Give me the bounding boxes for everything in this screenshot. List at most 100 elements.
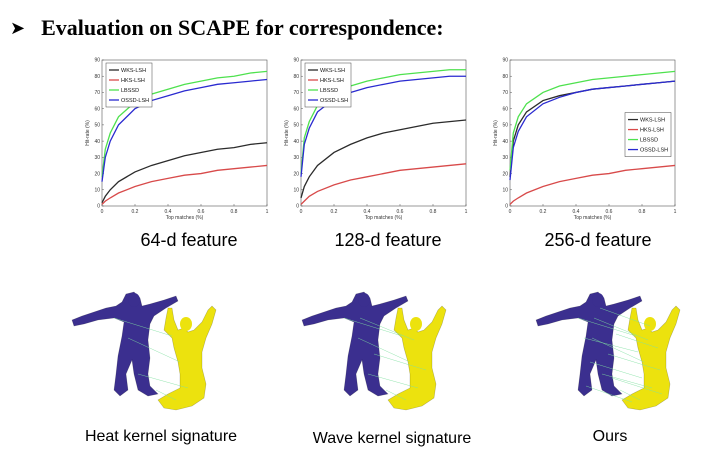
correspondence-line <box>385 389 407 401</box>
slide-title-text: Evaluation on SCAPE for correspondence: <box>41 15 444 40</box>
series-line-hks-lsh <box>509 164 676 205</box>
x-tick-label: 1 <box>266 209 269 215</box>
y-tick-label: 70 <box>293 90 299 96</box>
x-tick-label: 0.8 <box>231 209 238 215</box>
y-tick-label: 80 <box>502 74 508 80</box>
correspondence-line <box>113 317 173 337</box>
legend-label-lbssd: LBSSD <box>640 138 658 144</box>
x-tick-label: 0.4 <box>364 209 371 215</box>
correspondence-line <box>589 361 643 379</box>
chart-128d: 0 10 20 30 40 50 60 70 80 90 0 0.2 0.4 0.6 0.8 1 Top mat… <box>284 58 468 221</box>
y-tick-label: 80 <box>293 74 299 80</box>
x-tick-label: 0.6 <box>198 209 205 215</box>
correspondence-figure-heat-kernel <box>71 291 217 411</box>
legend-label-hks-lsh: HKS-LSH <box>121 78 145 84</box>
chart-caption-256d: 256-d feature <box>544 230 652 250</box>
y-tick-label: 50 <box>502 123 508 129</box>
correspondence-line <box>583 337 639 353</box>
legend-label-hks-lsh: HKS-LSH <box>320 78 344 84</box>
series-line-hks-lsh <box>101 164 268 205</box>
y-tick-label: 40 <box>502 139 508 145</box>
y-tick-label: 80 <box>94 74 100 80</box>
correspondence-line <box>593 317 649 341</box>
correspondence-line <box>155 389 177 401</box>
y-tick-label: 50 <box>293 123 299 129</box>
method-label-wave-kernel: Wave kernel signature <box>312 430 472 447</box>
correspondence-line <box>343 317 403 337</box>
legend-label-ossd-lsh: OSSD-LSH <box>640 148 668 154</box>
y-tick-label: 10 <box>94 187 100 193</box>
legend-label-wks-lsh: WKS-LSH <box>640 118 665 124</box>
y-tick-label: 40 <box>94 139 100 145</box>
source-model-head <box>592 293 604 307</box>
correspondence-line <box>599 307 651 327</box>
y-tick-label: 60 <box>502 106 508 112</box>
correspondence-line <box>611 377 663 395</box>
correspondence-line <box>585 385 633 403</box>
correspondence-figure-ours <box>535 291 681 411</box>
x-tick-label: 0.8 <box>639 209 646 215</box>
y-tick-label: 30 <box>94 155 100 161</box>
correspondence-line <box>601 373 653 389</box>
correspondence-line <box>619 389 641 401</box>
y-tick-label: 20 <box>502 171 508 177</box>
legend-label-wks-lsh: WKS-LSH <box>320 68 345 74</box>
correspondence-line <box>591 337 645 363</box>
x-tick-label: 0.2 <box>132 209 139 215</box>
source-human-model <box>535 291 643 397</box>
x-tick-label: 0.6 <box>397 209 404 215</box>
x-tick-label: 0.2 <box>331 209 338 215</box>
y-tick-label: 30 <box>502 155 508 161</box>
series-line-hks-lsh <box>300 163 467 205</box>
legend-label-lbssd: LBSSD <box>121 88 139 94</box>
y-tick-label: 40 <box>293 139 299 145</box>
target-model-head <box>644 317 656 331</box>
legend-label-ossd-lsh: OSSD-LSH <box>121 98 149 104</box>
x-tick-label: 0.8 <box>430 209 437 215</box>
chart-caption-128d: 128-d feature <box>334 230 442 250</box>
source-model-head <box>358 293 370 307</box>
y-tick-label: 0 <box>97 204 100 210</box>
x-axis-label: Top matches (%) <box>166 215 204 221</box>
legend-label-ossd-lsh: OSSD-LSH <box>320 98 348 104</box>
series-line-lbssd <box>101 70 268 177</box>
x-tick-label: 0.2 <box>540 209 547 215</box>
legend: WKS-LSH HKS-LSH LBSSD OSSD-LSH <box>304 62 352 108</box>
series-line-ossd-lsh <box>509 80 676 181</box>
legend-label-hks-lsh: HKS-LSH <box>640 128 664 134</box>
x-tick-label: 0.6 <box>606 209 613 215</box>
x-tick-label: 0 <box>509 209 512 215</box>
y-tick-label: 90 <box>94 58 100 64</box>
correspondence-line <box>357 337 411 363</box>
series-line-ossd-lsh <box>101 78 268 182</box>
arrowhead-bullet-icon: ➤ <box>10 17 26 39</box>
y-tick-label: 60 <box>94 106 100 112</box>
series-line-lbssd <box>300 69 466 174</box>
legend-label-lbssd: LBSSD <box>320 88 338 94</box>
chart-64d: 0 10 20 30 40 50 60 70 80 90 0 0.2 0.4 0.6 0.8 1 Top mat… <box>85 58 269 221</box>
correspondence-line <box>359 317 415 341</box>
method-label-heat-kernel: Heat kernel signature <box>84 428 238 445</box>
y-tick-label: 70 <box>502 90 508 96</box>
y-tick-label: 50 <box>94 123 100 129</box>
legend: WKS-LSH HKS-LSH LBSSD OSSD-LSH <box>105 62 153 108</box>
correspondence-line <box>373 353 427 371</box>
x-tick-label: 1 <box>465 209 468 215</box>
correspondence-line <box>607 353 661 371</box>
series-line-ossd-lsh <box>300 75 466 177</box>
y-tick-label: 10 <box>293 187 299 193</box>
source-human-model <box>71 291 179 397</box>
legend-label-wks-lsh: WKS-LSH <box>121 68 146 74</box>
series-line-wks-lsh <box>300 119 467 199</box>
y-tick-label: 10 <box>502 187 508 193</box>
correspondence-line <box>127 337 181 363</box>
x-axis-label: Top matches (%) <box>365 215 403 221</box>
correspondence-line <box>367 373 419 389</box>
y-tick-label: 0 <box>296 204 299 210</box>
y-axis-label: Hit-rate (%) <box>493 120 499 146</box>
y-tick-label: 60 <box>293 106 299 112</box>
x-tick-label: 1 <box>674 209 677 215</box>
y-tick-label: 20 <box>94 171 100 177</box>
series-line-wks-lsh <box>101 142 268 204</box>
y-tick-label: 70 <box>94 90 100 96</box>
